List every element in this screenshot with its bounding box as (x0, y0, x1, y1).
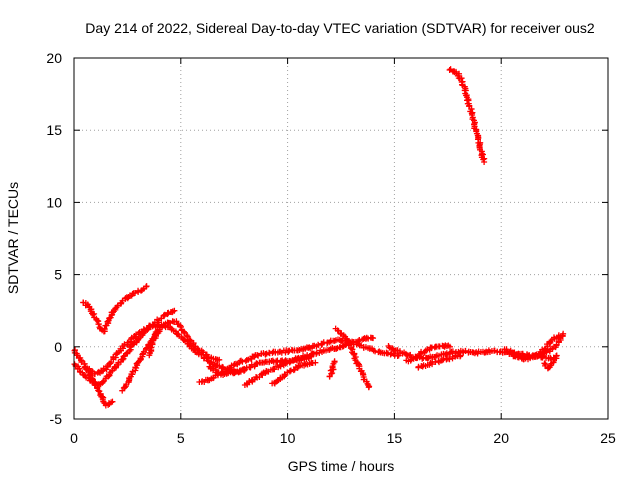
series-arc-a (80, 283, 149, 334)
y-tick-label: 10 (46, 194, 62, 210)
x-tick-label: 25 (600, 430, 616, 446)
sdtvar-scatter-chart: Day 214 of 2022, Sidereal Day-to-day VTE… (0, 0, 640, 480)
x-axis-label: GPS time / hours (288, 458, 395, 474)
grid-lines (74, 58, 608, 419)
x-tick-label: 15 (387, 430, 403, 446)
data-points (72, 66, 567, 408)
x-tick-label: 5 (177, 430, 185, 446)
chart-title: Day 214 of 2022, Sidereal Day-to-day VTE… (85, 20, 595, 36)
y-tick-label: 0 (54, 339, 62, 355)
series-arc-k (327, 358, 338, 379)
series-arc-d (82, 322, 248, 377)
x-tick-label: 0 (70, 430, 78, 446)
y-axis-label: SDTVAR / TECUs (5, 182, 21, 294)
y-tick-label: 20 (46, 50, 62, 66)
x-tick-label: 10 (280, 430, 296, 446)
y-tick-label: 15 (46, 122, 62, 138)
x-tick-label: 20 (493, 430, 509, 446)
series-arc-high (447, 66, 488, 165)
plot-border (74, 58, 608, 419)
axis-ticks: 0 5 10 15 20 25 -5 0 5 10 15 20 (46, 50, 616, 446)
y-tick-label: 5 (54, 267, 62, 283)
y-tick-label: -5 (50, 411, 63, 427)
